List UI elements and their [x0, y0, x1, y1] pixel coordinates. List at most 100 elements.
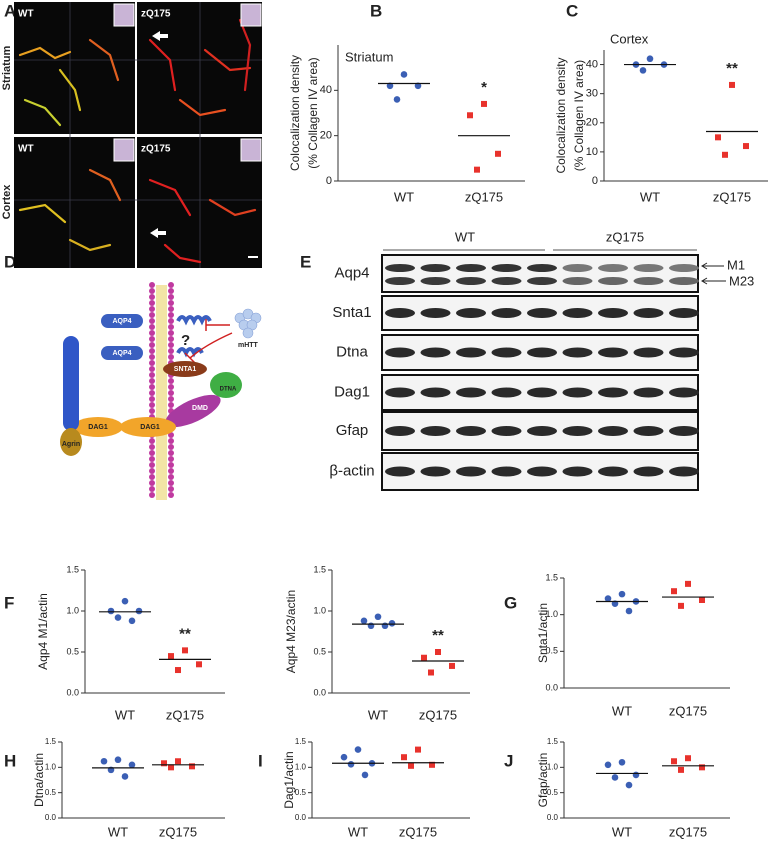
panel-letter: B [370, 1, 382, 20]
membrane-bead [149, 450, 155, 456]
x-tick-label: zQ175 [669, 703, 707, 718]
band [420, 264, 451, 272]
x-tick-label: zQ175 [159, 824, 197, 839]
panel-letter: F [4, 593, 14, 612]
membrane-bead [149, 366, 155, 372]
membrane-bead [168, 480, 174, 486]
data-point [604, 761, 612, 769]
data-point [671, 588, 677, 595]
band [385, 308, 415, 318]
band [562, 277, 593, 285]
panel-letter: D [4, 252, 16, 271]
band [669, 347, 699, 358]
band [527, 466, 557, 477]
diagram-label: AQP4 [112, 318, 131, 325]
data-point [128, 761, 136, 769]
membrane-bead [149, 384, 155, 390]
y-tick-label: 1.5 [545, 572, 558, 582]
panel-letter: C [566, 1, 578, 20]
band [420, 426, 451, 436]
significance: ** [179, 625, 191, 642]
band [598, 426, 628, 436]
panel-letter: I [258, 751, 263, 770]
image-grid [14, 2, 262, 268]
data-point [386, 82, 394, 90]
band [420, 347, 451, 358]
membrane-bead [149, 444, 155, 450]
diagram-label: DAG1 [140, 424, 160, 431]
membrane-bead [149, 492, 155, 498]
membrane-bead [149, 486, 155, 492]
data-point [671, 758, 677, 765]
membrane-bead [168, 282, 174, 288]
band [598, 277, 628, 285]
membrane-bead [149, 324, 155, 330]
membrane-bead [149, 300, 155, 306]
membrane-bead [149, 480, 155, 486]
membrane-bead [168, 294, 174, 300]
membrane-bead [149, 438, 155, 444]
x-tick-label: WT [612, 703, 632, 718]
band [633, 426, 664, 436]
data-point [128, 617, 136, 625]
data-point [639, 67, 647, 74]
band [491, 466, 522, 477]
band [633, 466, 664, 477]
blot-row-label: β-actin [329, 462, 374, 479]
y-tick-label: 0 [326, 175, 332, 187]
band [527, 347, 557, 358]
data-point [401, 754, 407, 761]
band [385, 264, 415, 272]
data-point [481, 100, 487, 107]
band [420, 308, 451, 318]
data-point [743, 143, 749, 150]
significance: ** [432, 627, 444, 644]
band [385, 347, 415, 358]
membrane-bead [149, 408, 155, 414]
membrane-bead [149, 402, 155, 408]
membrane-bead [168, 378, 174, 384]
dag1 [73, 417, 123, 437]
dmd [165, 394, 221, 428]
arrow [150, 31, 168, 238]
band [527, 264, 557, 272]
band [669, 387, 699, 398]
band [491, 277, 522, 285]
micrographs: WT zQ175 WT zQ175 Striatum Cortex [1, 2, 262, 268]
y-axis-label: Dag1/actin [282, 751, 296, 808]
y-axis-label: Gfap/actin [536, 753, 550, 808]
y-tick-label: 0.0 [313, 687, 326, 697]
x-tick-label: zQ175 [669, 824, 707, 839]
y-tick-label: 1.5 [45, 737, 57, 746]
band-label: M23 [729, 273, 754, 288]
band [456, 466, 486, 477]
membrane-bead [149, 330, 155, 336]
agrin [63, 336, 79, 431]
y-tick-label: 40 [320, 84, 332, 96]
band [456, 347, 486, 358]
diagram-label: ? [181, 332, 190, 349]
coil [176, 315, 212, 358]
membrane-bead [149, 294, 155, 300]
band [385, 277, 415, 285]
membrane-bead [168, 402, 174, 408]
band [491, 387, 522, 398]
band-label: M1 [727, 257, 745, 272]
data-point [400, 71, 408, 78]
diagram-label: AQP4 [112, 350, 131, 357]
y-axis-label: Colocalization density [554, 57, 568, 173]
diagram-label: SNTA1 [174, 366, 197, 373]
blot-box [381, 254, 699, 293]
y-tick-label: 0.5 [295, 788, 307, 797]
x-tick-label: zQ175 [166, 707, 204, 722]
membrane-bead [168, 330, 174, 336]
blot-row-label: Gfap [336, 422, 369, 439]
x-tick-label: zQ175 [399, 824, 437, 839]
data-point [611, 774, 619, 781]
data-point [135, 607, 143, 615]
band [420, 466, 451, 477]
data-point [168, 764, 174, 771]
y-axis-label: Colocalization density [288, 55, 302, 171]
membrane-bead [168, 306, 174, 312]
y-tick-label: 0.5 [45, 788, 57, 797]
